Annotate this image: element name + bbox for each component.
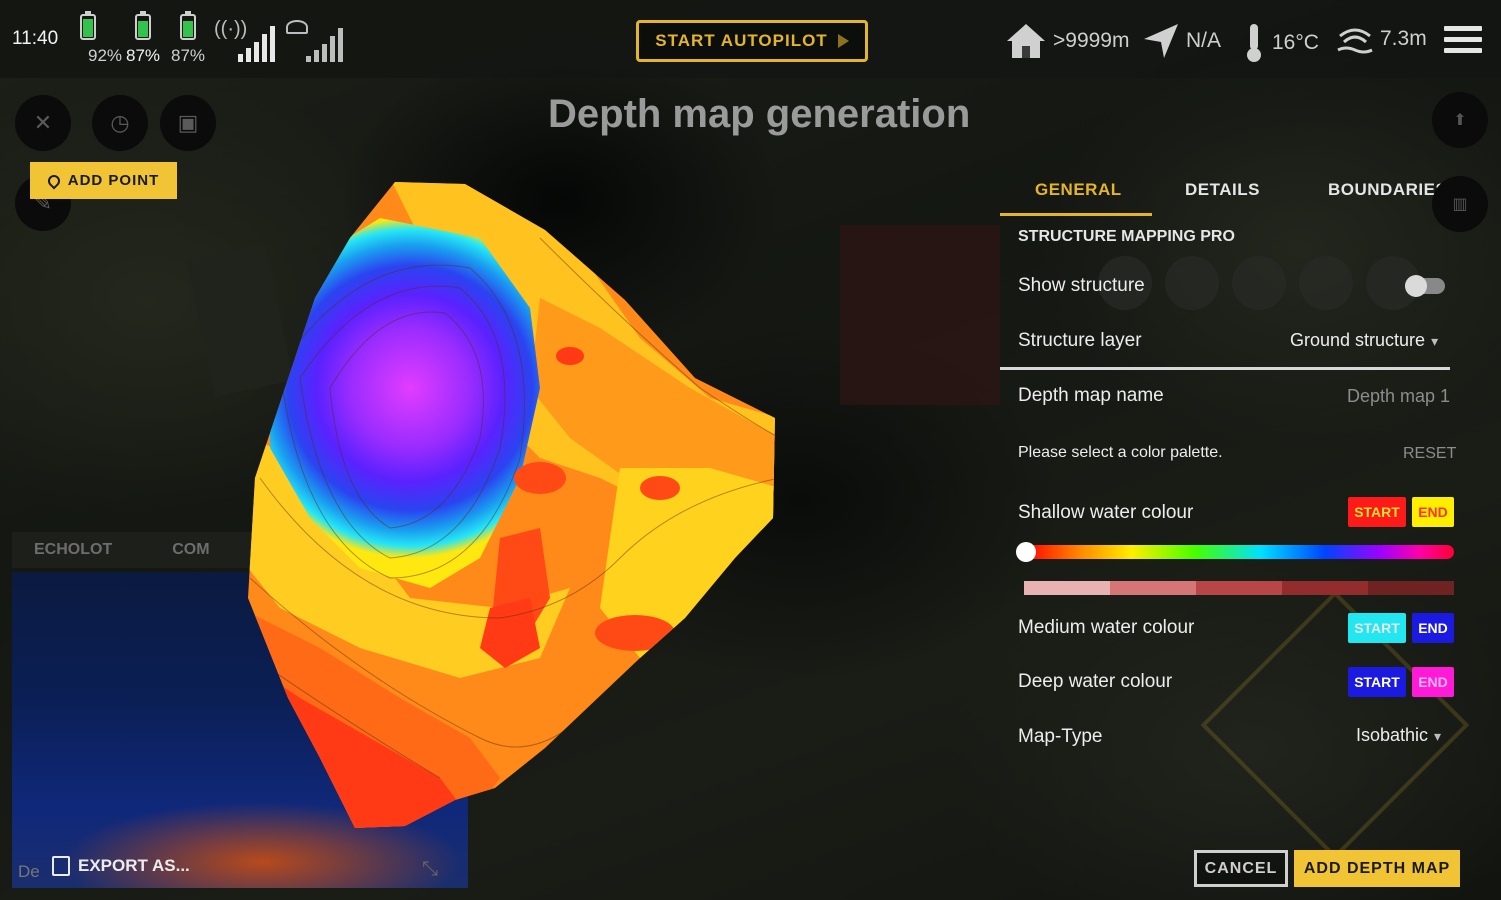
deep-colour-label: Deep water colour [1018,671,1173,692]
page-title: Depth map generation [548,92,971,136]
shallow-colour-label: Shallow water colour [1018,502,1194,523]
color-palette-slider[interactable] [1024,545,1454,559]
status-bar: 11:40 92% 87% 87% ((·)) START AUTOPILOT … [0,0,1501,78]
echolot-tab[interactable]: ECHOLOT [34,541,113,558]
map-pin-icon [45,172,63,189]
up-arrow-icon[interactable]: ⬆ [1432,92,1488,148]
remote-signal-icon [238,22,275,62]
medium-start-swatch[interactable]: START [1348,613,1406,643]
map-type-select[interactable]: Isobathic ▾ [1356,725,1442,745]
add-point-button[interactable]: ADD POINT [30,162,177,199]
shallow-end-swatch[interactable]: END [1412,497,1454,527]
ghost-delete-icon [1165,256,1219,310]
close-icon[interactable]: ✕ [15,95,71,151]
active-tab-indicator [1000,213,1152,216]
depth-map-name-input[interactable]: Depth map 1 [1347,386,1451,406]
wifi-icon: ((·)) [214,18,248,40]
play-icon [837,34,849,48]
boat-signal-icon [306,22,343,62]
boat-battery-1: 87% [113,11,173,66]
export-as-button[interactable]: EXPORT AS... [52,856,190,876]
add-depth-map-button[interactable]: ADD DEPTH MAP [1294,850,1460,887]
shade-preview-bar [1024,581,1454,595]
deep-end-swatch[interactable]: END [1412,667,1454,697]
medium-end-swatch[interactable]: END [1412,613,1454,643]
battery-icon [180,11,196,40]
remote-battery: 92% [58,11,122,66]
structure-layer-label: Structure layer [1018,330,1142,351]
home-icon [1007,24,1045,58]
settings-tabs: GENERAL DETAILS BOUNDARIES [1000,166,1460,218]
battery-icon [80,11,96,40]
cancel-button[interactable]: CANCEL [1194,850,1288,887]
thermometer-icon [1247,24,1261,62]
divider [1000,367,1450,370]
palette-prompt: Please select a color palette. [1018,444,1223,461]
map-type-label: Map-Type [1018,726,1103,747]
sonar-icon [1337,28,1373,54]
compass-tab[interactable]: COM [172,541,210,558]
deep-start-swatch[interactable]: START [1348,667,1406,697]
medium-colour-label: Medium water colour [1018,617,1195,638]
boat-battery-2: 87% [158,11,218,66]
shallow-start-swatch[interactable]: START [1348,497,1406,527]
show-structure-label: Show structure [1018,275,1145,296]
dropdown-icon: ▾ [1434,728,1442,744]
save-icon[interactable]: ▣ [160,95,216,151]
palette-slider-handle[interactable] [1016,542,1036,562]
tab-general[interactable]: GENERAL [1035,180,1122,199]
map-building [840,225,1000,405]
depth-map-name-label: Depth map name [1018,385,1164,406]
ghost-grid-icon [1232,256,1286,310]
water-depth: 7.3m [1336,22,1427,56]
show-structure-toggle[interactable] [1405,275,1445,297]
ghost-tool-icon [1098,256,1152,310]
map-layers-icon[interactable]: ▥ [1432,176,1488,232]
collapse-icon[interactable]: ⤡ [422,858,438,880]
ghost-chart-icon [1299,256,1353,310]
tab-boundaries[interactable]: BOUNDARIES [1328,180,1448,199]
navigation-arrow-icon [1144,24,1178,58]
tab-details[interactable]: DETAILS [1185,180,1260,199]
edit-icon[interactable]: ✎ [15,175,71,231]
dropdown-icon: ▾ [1431,333,1439,349]
battery-icon [135,11,151,40]
section-title: STRUCTURE MAPPING PRO [1018,228,1235,245]
home-distance: >9999m [1005,22,1129,60]
menu-icon[interactable] [1444,26,1482,54]
start-autopilot-button[interactable]: START AUTOPILOT [636,20,868,62]
clock: 11:40 [12,28,59,49]
boat-icon [286,20,308,34]
heading: N/A [1142,22,1221,60]
structure-layer-select[interactable]: Ground structure ▾ [1290,330,1439,350]
echo-panel-label: De [18,862,40,881]
water-temperature: 16°C [1242,22,1319,64]
reset-button[interactable]: RESET [1403,445,1457,462]
depth-map[interactable] [240,178,780,838]
export-icon [52,856,70,876]
history-icon[interactable]: ◷ [92,95,148,151]
